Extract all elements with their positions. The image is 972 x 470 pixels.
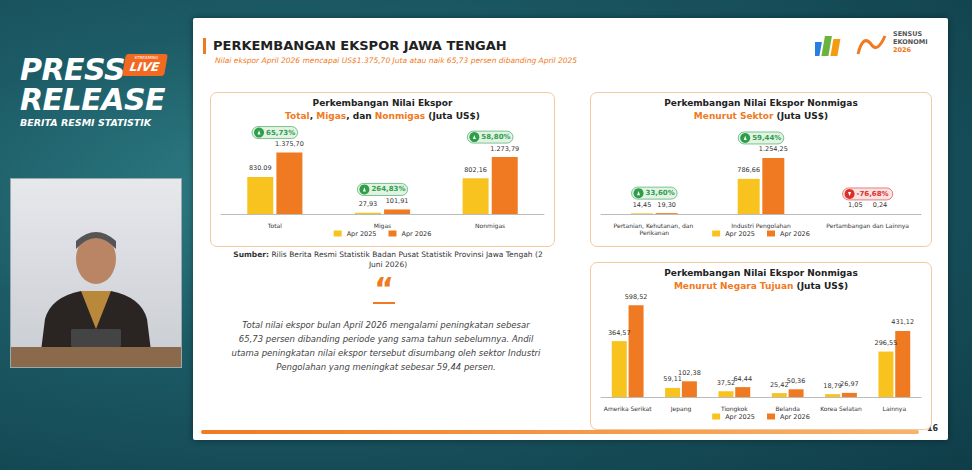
- svg-text:59,44%: 59,44%: [752, 134, 781, 142]
- svg-text:Pertambangan dan Lainnya: Pertambangan dan Lainnya: [826, 222, 909, 230]
- svg-text:830.09: 830.09: [249, 164, 272, 172]
- svg-text:598,52: 598,52: [625, 293, 648, 301]
- html-text:Menurut Negara Tujuan (Juta US: Menurut Negara Tujuan (Juta US$): [673, 280, 849, 291]
- html-text:Total, Migas, dan Nonmigas (Ju: Total, Migas, dan Nonmigas (Juta US$): [285, 110, 480, 121]
- svg-text:Apr 2025: Apr 2025: [725, 230, 755, 238]
- html-text:Sumber: Rilis Berita Resmi Sta: Sumber: Rilis Berita Resmi Statistik Bad…: [233, 250, 543, 270]
- html-text:Perkembangan Nilai Ekspor Nonm: Perkembangan Nilai Ekspor Nonmigas: [664, 268, 858, 278]
- svg-text:431,12: 431,12: [891, 318, 914, 326]
- svg-text:786,66: 786,66: [737, 166, 760, 174]
- svg-text:101,91: 101,91: [386, 197, 409, 205]
- svg-text:25,42: 25,42: [770, 380, 789, 389]
- html-text:LIVE: LIVE: [128, 60, 161, 74]
- svg-text:Apr 2026: Apr 2026: [402, 230, 432, 238]
- html-text:Perkembangan Nilai Ekspor Nonm: Perkembangan Nilai Ekspor Nonmigas: [664, 98, 858, 108]
- svg-text:37,52: 37,52: [716, 378, 736, 387]
- svg-text:1.273,79: 1.273,79: [490, 145, 519, 153]
- svg-text:26,97: 26,97: [840, 380, 859, 388]
- svg-text:Lainnya: Lainnya: [883, 405, 907, 413]
- html-text:Nilai ekspor April 2026 mencap: Nilai ekspor April 2026 mencapai US$1.37…: [215, 56, 578, 65]
- svg-text:0,24: 0,24: [873, 201, 887, 209]
- html-text:16: 16: [927, 424, 939, 433]
- svg-text:Jepang: Jepang: [670, 405, 692, 413]
- svg-text:Pertanian, Kehutanan, dan: Pertanian, Kehutanan, dan: [614, 222, 696, 229]
- svg-text:65,73%: 65,73%: [266, 129, 295, 137]
- svg-text:58,80%: 58,80%: [481, 133, 510, 141]
- svg-text:27,93: 27,93: [359, 200, 378, 208]
- svg-text:Nonmigas: Nonmigas: [475, 222, 505, 230]
- svg-text:1.375,70: 1.375,70: [275, 140, 304, 148]
- svg-text:364,57: 364,57: [608, 329, 631, 337]
- svg-text:14,45: 14,45: [633, 201, 652, 209]
- html-text:SENSUS: SENSUS: [893, 30, 923, 38]
- svg-text:Industri Pengolahan: Industri Pengolahan: [731, 222, 791, 229]
- html-text:Menurut Sektor (Juta US$): Menurut Sektor (Juta US$): [693, 110, 829, 121]
- svg-text:Korea Selatan: Korea Selatan: [820, 405, 862, 412]
- html-text:Total nilai ekspor bulan April: Total nilai ekspor bulan April 2026 meng…: [231, 320, 541, 372]
- html-text:BERITA RESMI STATISTIK: BERITA RESMI STATISTIK: [20, 117, 152, 128]
- svg-text:Total: Total: [267, 222, 282, 229]
- html-text:PRESS: PRESS: [20, 52, 126, 87]
- svg-text:59,11: 59,11: [663, 375, 682, 384]
- svg-text:1,05: 1,05: [848, 201, 862, 209]
- svg-text:Apr 2026: Apr 2026: [780, 413, 810, 421]
- svg-text:Apr 2025: Apr 2025: [725, 413, 755, 421]
- svg-text:Belanda: Belanda: [775, 405, 800, 412]
- svg-text:Migas: Migas: [373, 222, 392, 229]
- svg-text:Apr 2026: Apr 2026: [780, 230, 810, 238]
- html-text:EKONOMI: EKONOMI: [893, 38, 928, 46]
- svg-text:1.254,25: 1.254,25: [759, 145, 788, 153]
- svg-text:802,16: 802,16: [464, 166, 487, 174]
- svg-text:Tiongkok: Tiongkok: [720, 405, 748, 412]
- html-text:Perkembangan Nilai Ekspor: Perkembangan Nilai Ekspor: [312, 98, 453, 108]
- svg-text:Amerika Serikat: Amerika Serikat: [604, 405, 652, 412]
- svg-text:19,30: 19,30: [657, 201, 676, 209]
- svg-text:Apr 2025: Apr 2025: [347, 230, 377, 238]
- html-text:2026: 2026: [893, 46, 912, 54]
- svg-text:296,55: 296,55: [875, 339, 898, 347]
- html-text:PERKEMBANGAN EKSPOR JAWA TENGA: PERKEMBANGAN EKSPOR JAWA TENGAH: [213, 38, 507, 53]
- svg-text:18,79: 18,79: [823, 381, 842, 390]
- svg-text:Perikanan: Perikanan: [640, 229, 670, 236]
- svg-text:33,60%: 33,60%: [646, 189, 675, 197]
- svg-text:64,44: 64,44: [733, 375, 752, 383]
- html-text:RELEASE: RELEASE: [20, 82, 165, 117]
- svg-text:-76,68%: -76,68%: [857, 190, 889, 198]
- svg-text:264,83%: 264,83%: [371, 185, 405, 193]
- html-text:STREAMING: STREAMING: [134, 55, 159, 60]
- svg-text:102,38: 102,38: [678, 369, 701, 377]
- svg-text:50,36: 50,36: [787, 377, 806, 385]
